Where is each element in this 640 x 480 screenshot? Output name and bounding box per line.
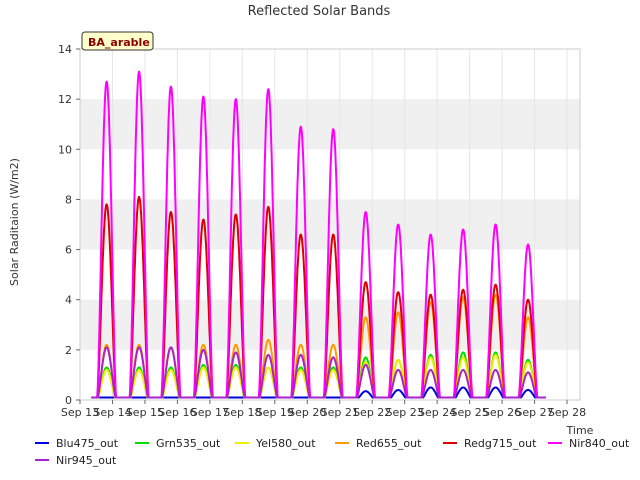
y-tick-label: 6 (65, 244, 72, 257)
plot-background-bands (80, 49, 580, 400)
series-layer (90, 70, 547, 399)
x-tick-label: Sep 24 (418, 406, 456, 419)
site-badge: BA_arable (81, 31, 154, 51)
legend-label: Redg715_out (464, 437, 537, 450)
y-tick-label: 12 (58, 93, 72, 106)
x-tick-label: Sep 27 (515, 406, 553, 419)
x-tick-label: Sep 28 (548, 406, 586, 419)
legend-item-yel580_out: Yel580_out (235, 437, 316, 450)
y-tick-label: 14 (58, 43, 72, 56)
site-badge-box (81, 31, 154, 51)
legend-label: Blu475_out (56, 437, 119, 450)
legend: Blu475_out Grn535_out Yel580_out Red655_out… (35, 437, 630, 467)
y-axis-label: Solar Raditaion (W/m2) (8, 158, 21, 286)
legend-label: Yel580_out (255, 437, 316, 450)
legend-label: Red655_out (356, 437, 422, 450)
series-line-nir945_out (90, 346, 547, 399)
x-tick-label: Sep 15 (126, 406, 164, 419)
legend-item-grn535_out: Grn535_out (135, 437, 221, 450)
y-tick-label: 8 (65, 193, 72, 206)
x-tick-label: Sep 26 (483, 406, 521, 419)
x-tick-label: Sep 14 (93, 406, 131, 419)
y-tick-label: 4 (65, 294, 72, 307)
x-axis-label: Time (566, 424, 594, 437)
x-tick-label: Sep 22 (353, 406, 391, 419)
y-tick-label: 0 (65, 394, 72, 407)
x-tick-label: Sep 21 (321, 406, 359, 419)
plot-frame (79, 48, 581, 401)
x-tick-label: Sep 18 (223, 406, 261, 419)
x-tick-label: Sep 19 (256, 406, 294, 419)
legend-label: Nir840_out (569, 437, 630, 450)
grid-band (80, 99, 580, 150)
y-tick-label: 2 (65, 344, 72, 357)
chart-title: Reflected Solar Bands (248, 4, 391, 19)
y-tick-label: 10 (58, 143, 72, 156)
legend-item-red655_out: Red655_out (335, 437, 422, 450)
site-badge-label: BA_arable (88, 36, 150, 49)
legend-item-redg715_out: Redg715_out (443, 437, 537, 450)
legend-item-blu475_out: Blu475_out (35, 437, 119, 450)
legend-item-nir840_out: Nir840_out (548, 437, 630, 450)
x-tick-label: Sep 16 (158, 406, 196, 419)
x-tick-label: Sep 20 (288, 406, 326, 419)
grid-band (80, 299, 580, 350)
x-tick-label: Sep 25 (450, 406, 488, 419)
legend-item-nir945_out: Nir945_out (35, 454, 117, 467)
x-tick-label: Sep 13 (61, 406, 99, 419)
y-axis-ticks: 0 2 4 6 8 10 12 14 (58, 43, 80, 407)
legend-label: Grn535_out (156, 437, 221, 450)
legend-label: Nir945_out (56, 454, 117, 467)
x-tick-label: Sep 23 (386, 406, 424, 419)
x-tick-label: Sep 17 (191, 406, 229, 419)
